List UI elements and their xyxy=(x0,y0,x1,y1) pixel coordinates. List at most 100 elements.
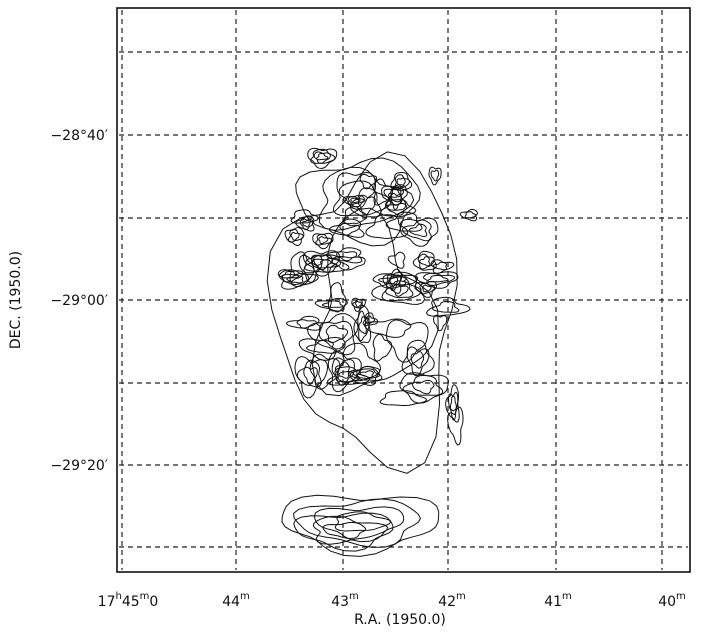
contour xyxy=(445,384,460,423)
contour xyxy=(410,351,425,369)
contour xyxy=(421,284,432,293)
tick-superscript: m xyxy=(349,591,359,602)
contour xyxy=(327,282,347,313)
contour xyxy=(430,169,440,182)
contour xyxy=(401,339,435,376)
ticks: 17h45m0 44m 43m 42m 41m 40m−28°40′−29°00′−29°… xyxy=(50,128,685,610)
contour xyxy=(318,236,329,244)
contour xyxy=(363,318,412,338)
contour xyxy=(380,184,408,206)
x-axis-label: R.A. (1950.0) xyxy=(354,612,446,628)
x-tick-label: 40m xyxy=(658,591,686,610)
contour xyxy=(366,315,376,325)
y-tick-label: −29°20′ xyxy=(50,458,108,474)
contour xyxy=(373,178,394,206)
contour xyxy=(431,300,460,313)
contour xyxy=(379,390,428,406)
contour xyxy=(355,300,362,308)
contour xyxy=(303,366,318,385)
tick-superscript: m xyxy=(456,591,466,602)
tick-text: 42 xyxy=(438,594,456,610)
contour xyxy=(382,268,403,295)
contour xyxy=(447,406,464,446)
contour xyxy=(353,304,372,344)
grid xyxy=(119,10,688,570)
tick-superscript: m xyxy=(140,591,150,602)
contour xyxy=(343,194,366,208)
tick-superscript: m xyxy=(562,591,572,602)
contour xyxy=(316,259,338,269)
contour xyxy=(419,256,431,267)
plot-frame xyxy=(116,7,691,573)
contours xyxy=(266,147,479,557)
contour xyxy=(327,350,362,393)
tick-text: 17 xyxy=(98,594,116,610)
contour xyxy=(433,314,448,332)
x-tick-label: 41m xyxy=(544,591,572,610)
y-tick-label: −29°00′ xyxy=(50,293,108,309)
contour xyxy=(302,250,341,277)
contour xyxy=(313,506,405,543)
contour xyxy=(412,250,437,271)
contour xyxy=(302,219,311,228)
contour xyxy=(336,342,382,383)
contour xyxy=(306,339,338,354)
contour xyxy=(464,211,477,219)
contour xyxy=(314,297,348,312)
tick-text: 44 xyxy=(222,594,240,610)
x-tick-label: 17h45m0 xyxy=(98,591,159,610)
contour xyxy=(385,211,423,232)
tick-text: 41 xyxy=(544,594,562,610)
contour xyxy=(402,374,444,396)
contour xyxy=(447,391,459,421)
x-tick-label: 43m xyxy=(331,591,359,610)
contour xyxy=(332,180,392,217)
contour xyxy=(307,147,338,170)
contour xyxy=(285,315,322,331)
contour xyxy=(401,219,432,242)
contour xyxy=(449,395,457,412)
contour xyxy=(310,148,336,164)
contour xyxy=(290,232,300,241)
contour xyxy=(415,271,459,289)
contour xyxy=(303,257,319,274)
contour xyxy=(428,166,442,186)
contour xyxy=(295,157,421,247)
contour xyxy=(386,202,408,216)
contour xyxy=(298,254,323,284)
contour xyxy=(427,274,449,283)
contour xyxy=(396,177,406,188)
contour xyxy=(311,207,439,397)
contour xyxy=(384,280,414,299)
contour xyxy=(328,218,365,238)
contour xyxy=(372,333,393,362)
contour xyxy=(350,197,361,204)
contour xyxy=(378,275,407,286)
contour xyxy=(322,521,367,540)
contour xyxy=(385,319,429,363)
contour xyxy=(408,223,428,238)
tick-text: 40 xyxy=(658,594,676,610)
contour xyxy=(334,361,350,379)
contour xyxy=(306,313,359,356)
contour xyxy=(313,151,332,164)
tick-text: 0 xyxy=(149,594,158,610)
contour xyxy=(331,357,355,386)
contour xyxy=(357,194,376,216)
contour xyxy=(293,512,394,552)
contour xyxy=(336,251,358,262)
contour xyxy=(336,171,377,210)
x-tick-label: 44m xyxy=(222,591,250,610)
contour xyxy=(295,215,315,232)
y-axis-label: DEC. (1950.0) xyxy=(8,251,24,349)
contour xyxy=(315,233,333,246)
x-tick-label: 42m xyxy=(438,591,466,610)
tick-text: 43 xyxy=(331,594,349,610)
contour xyxy=(334,511,392,532)
contour xyxy=(352,298,364,309)
contour xyxy=(422,272,456,286)
contour xyxy=(406,346,430,377)
tick-superscript: m xyxy=(676,591,686,602)
contour xyxy=(286,274,304,284)
